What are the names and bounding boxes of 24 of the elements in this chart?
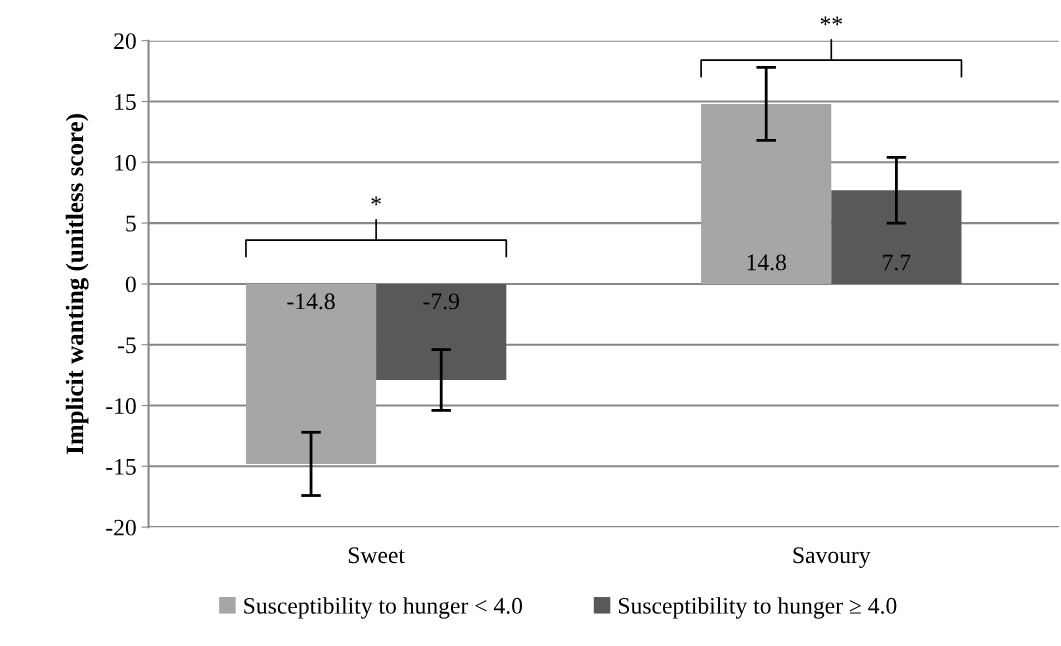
y-tick-label: 0 bbox=[125, 276, 136, 293]
y-tick-label: -20 bbox=[106, 519, 136, 536]
text: ** bbox=[820, 16, 842, 26]
x-tick-label: Sweet bbox=[348, 547, 405, 564]
y-tick-label: -5 bbox=[117, 337, 136, 354]
y-tick-label: 10 bbox=[115, 154, 136, 171]
bar bbox=[701, 103, 832, 284]
y-tick-label: 20 bbox=[114, 33, 136, 50]
y-axis-title: Implicit wanting (unitless score) bbox=[65, 114, 89, 455]
data-label: 14.8 bbox=[747, 254, 786, 271]
annotation: * bbox=[371, 196, 381, 206]
legend-label: Susceptibility to hunger ≥ 4.0 bbox=[618, 597, 897, 619]
data-label: 7.7 bbox=[883, 254, 911, 271]
x-tick-label: Savoury bbox=[793, 547, 871, 568]
y-tick-label: -10 bbox=[106, 398, 136, 414]
y-tick-label: 15 bbox=[115, 94, 136, 110]
data-label: -7.9 bbox=[423, 293, 459, 310]
bar bbox=[245, 283, 377, 464]
data-label: -14.8 bbox=[287, 293, 335, 310]
legend-label: Susceptibility to hunger < 4.0 bbox=[244, 597, 523, 619]
y-tick-label: -15 bbox=[106, 458, 136, 475]
bar bbox=[376, 283, 507, 380]
bar bbox=[831, 190, 962, 284]
y-tick-label: 5 bbox=[126, 215, 136, 232]
